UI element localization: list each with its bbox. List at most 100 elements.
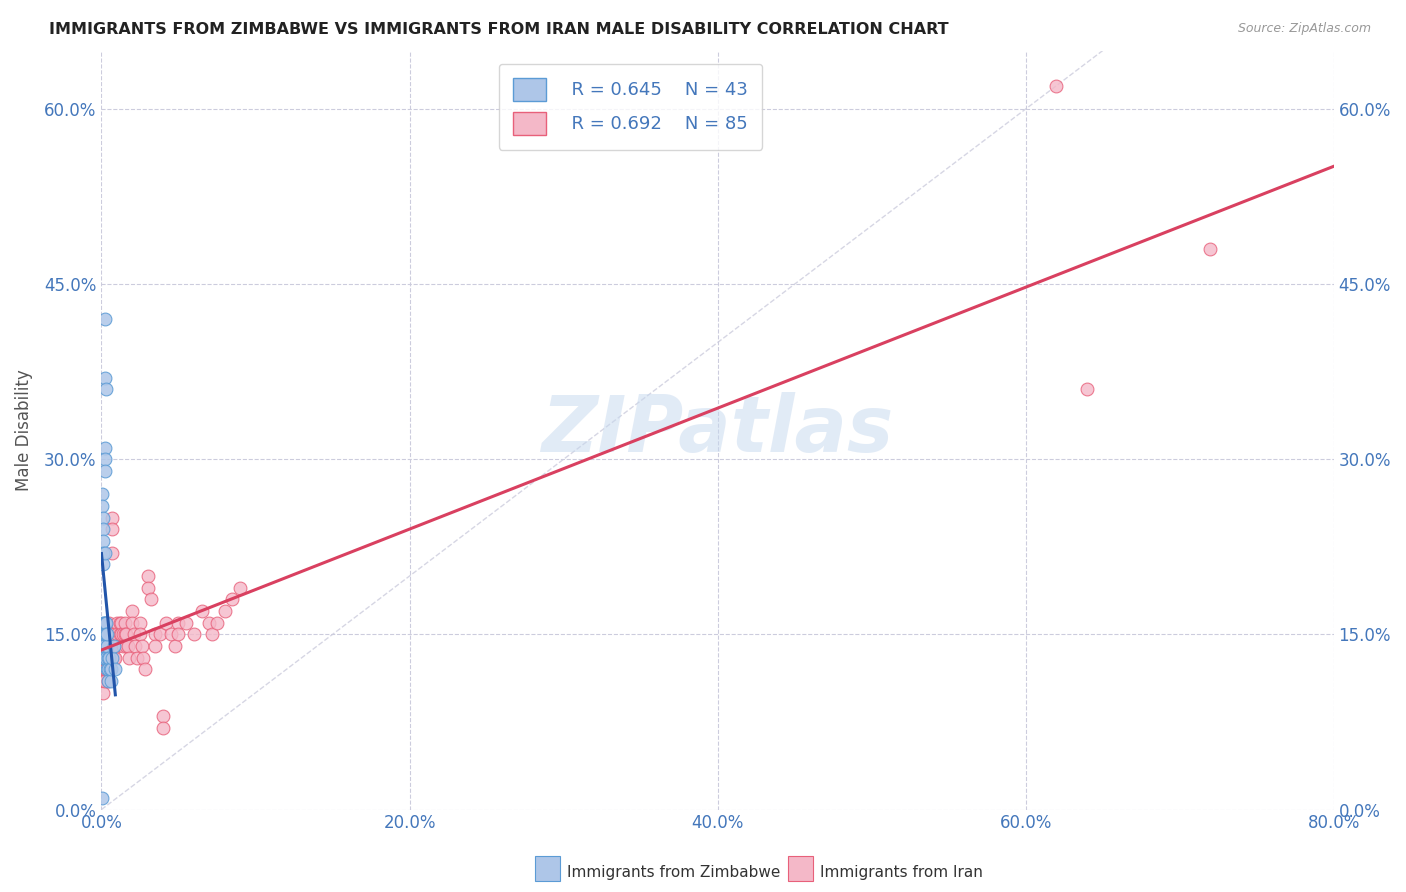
Point bbox=[201, 627, 224, 641]
Point bbox=[94, 650, 117, 665]
Point bbox=[98, 615, 121, 630]
Point bbox=[100, 627, 122, 641]
Point bbox=[93, 627, 115, 641]
Point bbox=[91, 522, 114, 536]
Point bbox=[96, 627, 118, 641]
Point bbox=[91, 546, 114, 560]
Point bbox=[91, 674, 114, 689]
Point bbox=[121, 604, 143, 618]
Point bbox=[97, 639, 120, 653]
Point bbox=[90, 487, 112, 501]
Point bbox=[94, 464, 117, 478]
Point bbox=[97, 662, 120, 676]
Point bbox=[94, 452, 117, 467]
Text: Immigrants from Iran: Immigrants from Iran bbox=[820, 865, 983, 880]
Point bbox=[98, 639, 121, 653]
Point bbox=[104, 650, 127, 665]
Point bbox=[94, 615, 117, 630]
Point bbox=[114, 615, 136, 630]
Point bbox=[93, 627, 115, 641]
Point bbox=[91, 650, 114, 665]
Point bbox=[100, 639, 122, 653]
Point bbox=[152, 721, 174, 735]
Point bbox=[93, 650, 115, 665]
Point bbox=[131, 639, 153, 653]
Point bbox=[145, 627, 167, 641]
Point bbox=[101, 546, 124, 560]
Point bbox=[93, 627, 115, 641]
Point bbox=[93, 639, 115, 653]
Point bbox=[198, 615, 221, 630]
Point bbox=[96, 627, 118, 641]
Point bbox=[97, 674, 120, 689]
Point bbox=[167, 627, 190, 641]
Point bbox=[100, 650, 122, 665]
Point bbox=[132, 650, 155, 665]
Point bbox=[93, 650, 115, 665]
Point bbox=[93, 627, 115, 641]
Text: Immigrants from Zimbabwe: Immigrants from Zimbabwe bbox=[567, 865, 780, 880]
Point bbox=[93, 312, 115, 326]
Point bbox=[94, 627, 117, 641]
Point bbox=[94, 627, 117, 641]
Point bbox=[167, 615, 190, 630]
Point bbox=[91, 558, 114, 572]
Point bbox=[94, 546, 117, 560]
Point bbox=[97, 662, 120, 676]
Point bbox=[90, 790, 112, 805]
Y-axis label: Male Disability: Male Disability bbox=[15, 369, 32, 491]
Point bbox=[93, 370, 115, 384]
Point bbox=[214, 604, 236, 618]
Point bbox=[98, 650, 121, 665]
Point bbox=[139, 592, 162, 607]
Legend:   R = 0.645    N = 43,   R = 0.692    N = 85: R = 0.645 N = 43, R = 0.692 N = 85 bbox=[499, 63, 762, 150]
Point bbox=[103, 627, 125, 641]
Point bbox=[91, 510, 114, 524]
Point bbox=[91, 615, 114, 630]
Point bbox=[98, 650, 121, 665]
Point bbox=[1076, 382, 1098, 396]
Point bbox=[115, 639, 138, 653]
Point bbox=[112, 639, 135, 653]
Point bbox=[155, 615, 177, 630]
Point bbox=[110, 627, 132, 641]
Point bbox=[98, 627, 121, 641]
Point bbox=[94, 382, 117, 396]
Point bbox=[94, 650, 117, 665]
Text: IMMIGRANTS FROM ZIMBABWE VS IMMIGRANTS FROM IRAN MALE DISABILITY CORRELATION CHA: IMMIGRANTS FROM ZIMBABWE VS IMMIGRANTS F… bbox=[49, 22, 949, 37]
Point bbox=[91, 686, 114, 700]
Point bbox=[97, 650, 120, 665]
Point bbox=[121, 615, 143, 630]
Point bbox=[94, 639, 117, 653]
Point bbox=[115, 627, 138, 641]
Point bbox=[98, 662, 121, 676]
Point bbox=[136, 569, 159, 583]
Point bbox=[159, 627, 181, 641]
Point bbox=[117, 639, 139, 653]
Point bbox=[1045, 78, 1067, 93]
Point bbox=[104, 639, 127, 653]
Point bbox=[94, 615, 117, 630]
Point bbox=[100, 662, 122, 676]
Point bbox=[145, 639, 167, 653]
Point bbox=[129, 615, 152, 630]
Point bbox=[91, 499, 114, 513]
Point bbox=[103, 650, 125, 665]
Text: Source: ZipAtlas.com: Source: ZipAtlas.com bbox=[1237, 22, 1371, 36]
Point bbox=[112, 627, 135, 641]
Point bbox=[101, 650, 124, 665]
Point bbox=[93, 662, 115, 676]
Point bbox=[94, 615, 117, 630]
Point bbox=[93, 639, 115, 653]
Point bbox=[97, 674, 120, 689]
Point bbox=[91, 639, 114, 653]
Point bbox=[114, 627, 136, 641]
Point bbox=[183, 627, 205, 641]
Point bbox=[165, 639, 187, 653]
Point bbox=[91, 534, 114, 549]
Point bbox=[93, 441, 115, 455]
Point bbox=[101, 522, 124, 536]
Point bbox=[93, 639, 115, 653]
Point bbox=[125, 650, 148, 665]
Point bbox=[93, 650, 115, 665]
